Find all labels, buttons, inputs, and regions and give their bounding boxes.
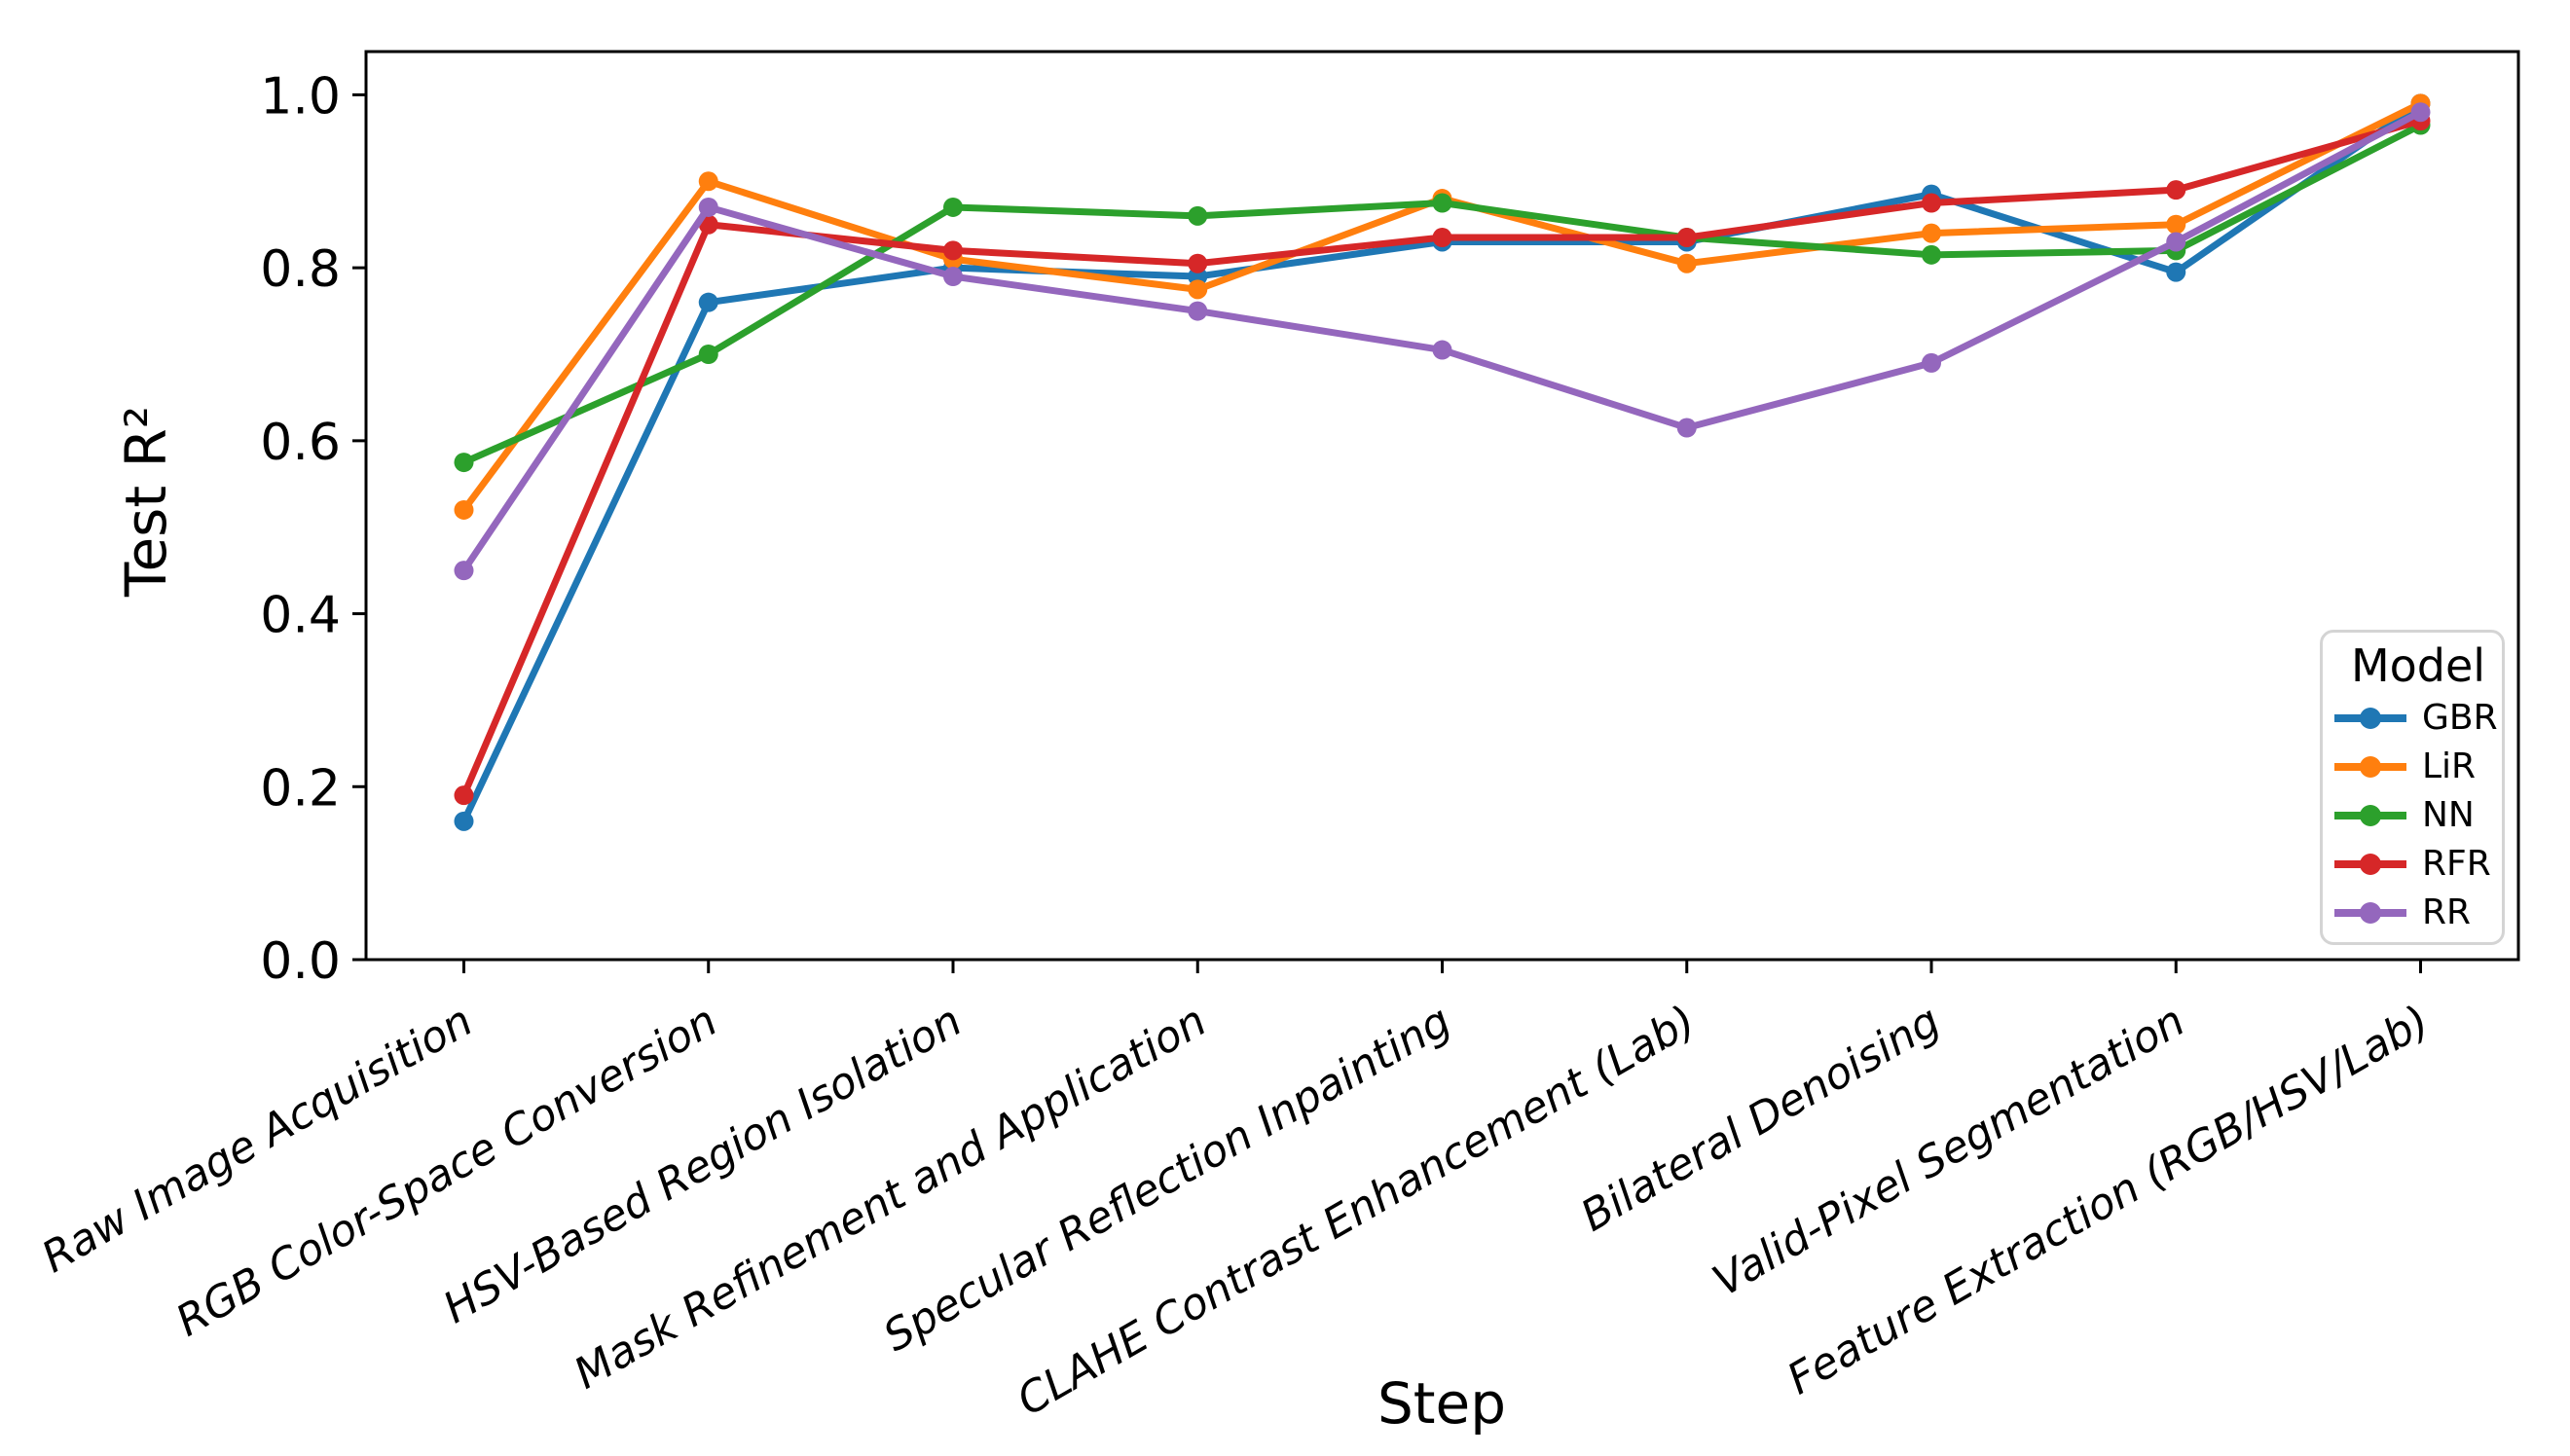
series-RFR-point: [1188, 253, 1208, 273]
series-NN-point: [943, 197, 963, 217]
series-GBR-point: [454, 811, 474, 831]
y-tick-label: 0.2: [260, 759, 341, 818]
legend-label-GBR: GBR: [2422, 697, 2498, 738]
legend-marker-icon: [2360, 755, 2381, 778]
legend-entry-RFR: RFR: [2334, 840, 2502, 889]
series-LiR-point: [2166, 214, 2186, 235]
series-RFR-point: [1922, 193, 1941, 213]
series-LiR-point: [1676, 253, 1697, 273]
series-RFR-point: [2166, 180, 2186, 200]
series-NN-point: [1188, 205, 1208, 226]
legend-entry-NN: NN: [2334, 791, 2502, 840]
series-RFR-point: [1676, 228, 1697, 248]
legend-line-sample-RR: [2334, 901, 2406, 924]
series-RFR-point: [943, 240, 963, 261]
legend-entry-RR: RR: [2334, 889, 2502, 937]
series-RR-point: [1922, 352, 1941, 373]
legend-label-NN: NN: [2422, 794, 2475, 835]
series-NN-point: [698, 345, 718, 364]
series-LiR-point: [454, 499, 474, 520]
legend-label-RR: RR: [2422, 892, 2472, 932]
legend-marker-icon: [2360, 804, 2381, 826]
legend-entries: GBR LiR NN RFR RR: [2334, 694, 2502, 937]
y-tick-label: 0.6: [260, 414, 341, 472]
legend-title: Model: [2350, 639, 2486, 692]
series-RR-point: [454, 561, 474, 581]
series-LiR-line: [460, 100, 2423, 513]
series-NN-point: [1432, 193, 1452, 213]
y-tick-label: 1.0: [260, 67, 341, 126]
y-tick-label: 0.4: [260, 587, 341, 645]
legend-line-sample-LiR: [2334, 755, 2406, 778]
legend: Model GBR LiR NN RFR RR: [2320, 630, 2505, 945]
series-LiR-point: [1188, 279, 1208, 300]
legend-line-sample-RFR: [2334, 853, 2406, 875]
legend-marker-icon: [2360, 853, 2381, 875]
x-tick-label: Valid-Pixel Segmentation: [1705, 996, 2193, 1306]
series-RFR-point: [454, 785, 474, 806]
series-LiR-point: [698, 171, 718, 192]
legend-marker-icon: [2360, 901, 2381, 924]
legend-line-sample-NN: [2334, 804, 2406, 826]
series-RR-point: [1188, 301, 1208, 321]
x-tick-label: Raw Image Acquisition: [34, 996, 481, 1283]
legend-line-sample-GBR: [2334, 707, 2406, 729]
series-RR-point: [698, 197, 718, 217]
series-RR-point: [2410, 102, 2431, 123]
series-GBR-point: [2166, 262, 2186, 282]
series-GBR-point: [698, 292, 718, 312]
x-axis-label: Step: [1377, 1370, 1507, 1437]
legend-label-LiR: LiR: [2422, 746, 2477, 786]
y-tick-label: 0.8: [260, 240, 341, 299]
series-RR-point: [1432, 340, 1452, 360]
legend-entry-LiR: LiR: [2334, 743, 2502, 791]
series-RR-point: [2166, 232, 2186, 252]
series-RR-point: [1676, 418, 1697, 438]
series-NN-point: [454, 453, 474, 473]
y-tick-label: 0.0: [260, 932, 341, 991]
series-LiR-point: [1922, 223, 1941, 243]
legend-entry-GBR: GBR: [2334, 694, 2502, 743]
series-NN-point: [1922, 244, 1941, 265]
series-RFR-point: [1432, 228, 1452, 248]
y-axis-label: Test R²: [113, 405, 179, 598]
legend-label-RFR: RFR: [2422, 843, 2491, 884]
legend-marker-icon: [2360, 707, 2381, 729]
series-RR-point: [943, 267, 963, 287]
